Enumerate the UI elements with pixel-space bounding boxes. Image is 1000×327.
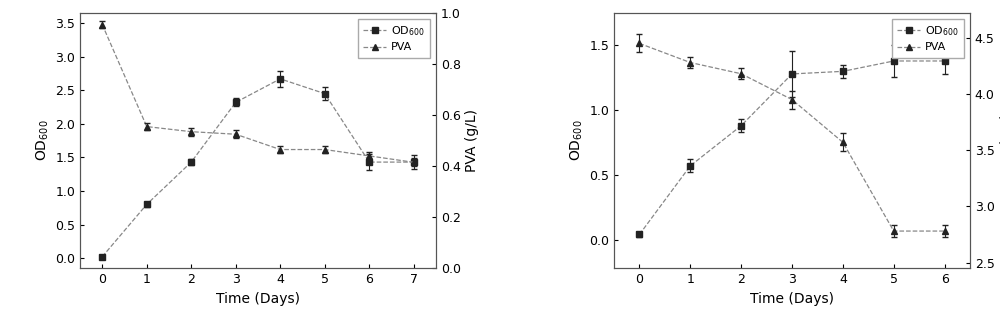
Line: PVA: PVA xyxy=(636,40,948,234)
PVA xyxy=(888,229,900,233)
OD$_{600}$ xyxy=(408,160,420,164)
X-axis label: Time (Days): Time (Days) xyxy=(750,292,834,305)
PVA xyxy=(230,132,242,136)
OD$_{600}$ xyxy=(684,164,696,168)
PVA xyxy=(141,125,153,129)
Legend: OD$_{600}$, PVA: OD$_{600}$, PVA xyxy=(358,19,430,58)
OD$_{600}$ xyxy=(185,160,197,164)
PVA xyxy=(684,60,696,64)
OD$_{600}$ xyxy=(319,92,331,95)
X-axis label: Time (Days): Time (Days) xyxy=(216,292,300,305)
PVA xyxy=(274,147,286,151)
PVA xyxy=(96,23,108,26)
PVA xyxy=(633,42,645,45)
Line: OD$_{600}$: OD$_{600}$ xyxy=(99,76,417,260)
PVA xyxy=(837,140,849,144)
OD$_{600}$ xyxy=(230,100,242,104)
PVA xyxy=(363,154,375,158)
PVA xyxy=(185,130,197,134)
OD$_{600}$ xyxy=(141,202,153,206)
Line: OD$_{600}$: OD$_{600}$ xyxy=(636,58,948,238)
OD$_{600}$ xyxy=(633,232,645,236)
Y-axis label: PVA(g/L): PVA(g/L) xyxy=(999,111,1000,170)
OD$_{600}$ xyxy=(939,59,951,63)
OD$_{600}$ xyxy=(786,72,798,76)
OD$_{600}$ xyxy=(888,59,900,63)
PVA xyxy=(939,229,951,233)
Y-axis label: OD$_{600}$: OD$_{600}$ xyxy=(569,120,585,162)
Y-axis label: PVA (g/L): PVA (g/L) xyxy=(465,109,479,172)
PVA xyxy=(735,72,747,76)
Y-axis label: OD$_{600}$: OD$_{600}$ xyxy=(35,120,51,162)
OD$_{600}$ xyxy=(837,69,849,73)
PVA xyxy=(786,98,798,102)
Legend: OD$_{600}$, PVA: OD$_{600}$, PVA xyxy=(892,19,964,58)
PVA xyxy=(408,160,420,164)
OD$_{600}$ xyxy=(274,77,286,81)
OD$_{600}$ xyxy=(363,160,375,164)
Line: PVA: PVA xyxy=(99,21,417,166)
OD$_{600}$ xyxy=(735,124,747,128)
PVA xyxy=(319,147,331,151)
OD$_{600}$ xyxy=(96,255,108,259)
